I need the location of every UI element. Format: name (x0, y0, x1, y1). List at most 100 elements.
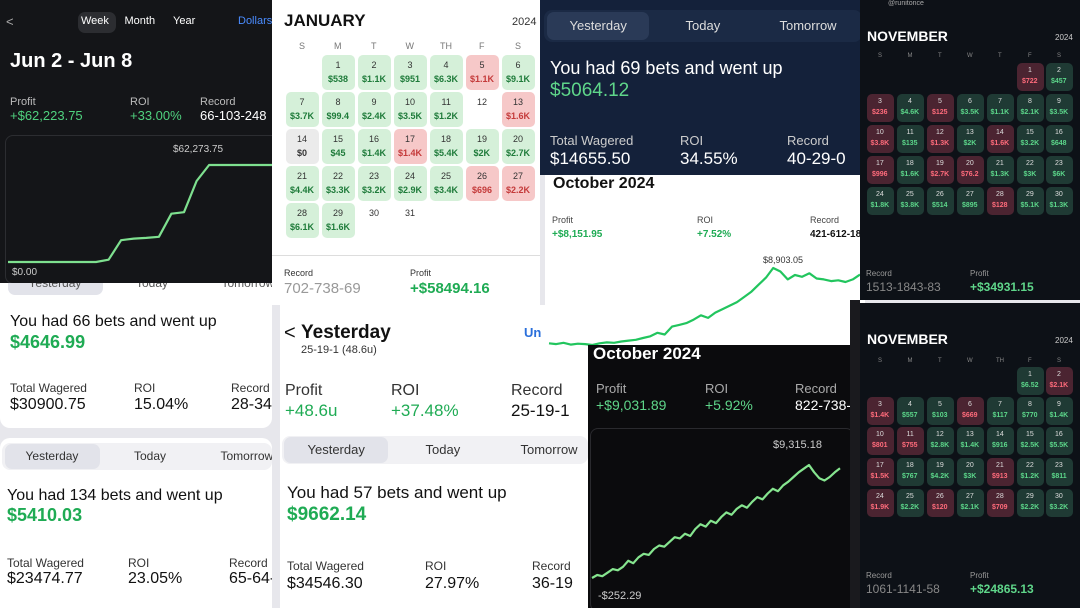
day-amount: $457 (1051, 78, 1067, 86)
day-cell (926, 125, 954, 153)
day-cell (866, 489, 894, 517)
summary-57: < Yesterday 25-19-1 (48.6u) Un Profit +48.6u R… (280, 305, 588, 608)
stat-value: $34546.30 (287, 575, 363, 593)
separator (850, 300, 860, 608)
day-cell (357, 128, 391, 164)
day-amount: $1.6K (900, 171, 920, 179)
day-number: 18 (906, 462, 914, 470)
weekday: S (515, 40, 522, 51)
day-amount: $3.8K (900, 202, 920, 210)
day-number: 21 (297, 170, 308, 181)
stat-value: $14655.50 (550, 148, 631, 168)
day-amount: $2.7K (506, 147, 531, 158)
day-number: 12 (936, 129, 944, 137)
day-number: 14 (996, 129, 1004, 137)
stat-value: 15.04% (134, 396, 189, 414)
day-amount: $125 (932, 109, 948, 117)
tab[interactable]: Today (685, 18, 721, 34)
amount: $4646.99 (10, 332, 86, 353)
day-amount: $5.5K (1049, 442, 1069, 450)
day-cell (926, 187, 954, 215)
day-number: 15 (1026, 431, 1034, 439)
stat-label: Profit (596, 381, 627, 397)
tab[interactable]: Tomorrow (520, 442, 578, 458)
day-amount: $3.2K (1049, 504, 1069, 512)
october-dark: October 2024 Profit +$9,031.89 ROI +5.92% Rec… (588, 345, 850, 608)
day-number: 22 (1026, 160, 1034, 168)
weekday: T (938, 53, 942, 60)
tab[interactable]: Yesterday (569, 18, 627, 34)
weekday: T (371, 40, 377, 51)
day-cell (866, 397, 894, 425)
day-amount: $5.4K (434, 147, 459, 158)
back-button[interactable]: < (6, 14, 14, 30)
day-cell (1045, 187, 1073, 215)
day-number: 5 (938, 98, 942, 106)
day-amount: $1.4K (398, 147, 423, 158)
day-amount: $951 (400, 73, 421, 84)
tab[interactable]: Today (136, 283, 168, 290)
day-cell (429, 128, 463, 164)
date-range: Jun 2 - Jun 8 (10, 50, 133, 72)
day-amount: $4.4K (290, 184, 315, 195)
day-number: 24 (876, 493, 884, 501)
stat-value: 23.05% (128, 570, 183, 588)
day-amount: $6.3K (434, 73, 459, 84)
stat-value: +$62,223.75 (10, 108, 83, 124)
weekday: F (1028, 358, 1032, 365)
tab[interactable]: Year (173, 15, 196, 28)
day-number: 26 (477, 170, 488, 181)
day-amount: $103 (932, 412, 948, 420)
day-cell (1045, 94, 1073, 122)
back-button[interactable]: < (284, 322, 296, 344)
tab[interactable]: Tomorrow (779, 18, 837, 34)
day-cell (866, 125, 894, 153)
line-chart (8, 163, 272, 264)
day-number: 8 (1028, 98, 1032, 106)
tab[interactable]: Yesterday (307, 442, 365, 458)
tab[interactable]: Week (81, 15, 109, 28)
week-panel: < Week Month Year Dollars Jun 2 - Jun 8 Profit… (0, 0, 272, 283)
currency-toggle[interactable]: Dollars (238, 15, 272, 28)
day-cell (896, 156, 924, 184)
day-number: 4 (443, 59, 449, 70)
tab[interactable]: Tomorrow (222, 283, 273, 290)
stat-value: 66-103-248 (200, 108, 267, 124)
tab[interactable]: Yesterday (25, 448, 79, 463)
day-number: 11 (906, 129, 914, 137)
tab[interactable]: Today (134, 448, 167, 463)
day-cell (1016, 156, 1044, 184)
tab[interactable]: Yesterday (29, 283, 82, 290)
day-amount: $135 (902, 140, 918, 148)
month-title: NOVEMBER (867, 330, 948, 347)
day-cell (986, 187, 1014, 215)
day-amount: $2.2K (506, 184, 531, 195)
weekday: T (998, 53, 1002, 60)
day-cell (866, 94, 894, 122)
day-amount: $6.1K (290, 221, 315, 232)
day-amount: $6K (1052, 171, 1066, 179)
peak-label: $8,903.05 (763, 254, 804, 265)
day-number: 13 (966, 129, 974, 137)
chart-frame (590, 428, 850, 608)
chart-title: October 2024 (553, 175, 655, 193)
side-link[interactable]: Un (524, 325, 542, 341)
subtitle: 25-19-1 (48.6u) (301, 344, 377, 357)
day-cell (465, 128, 499, 164)
day-number: 30 (1055, 191, 1063, 199)
day-cell (956, 156, 984, 184)
day-amount: $3.8K (870, 140, 890, 148)
tab[interactable]: Month (124, 15, 156, 28)
day-number: 22 (1026, 462, 1034, 470)
day-number: 6 (968, 401, 972, 409)
stat-label: Total Wagered (550, 133, 634, 149)
tab[interactable]: Tomorrow (220, 448, 273, 463)
stat-label: Profit (10, 96, 36, 109)
tab[interactable]: Today (425, 442, 461, 458)
day-amount: $2.1K (1049, 382, 1069, 390)
day-number: 15 (1026, 129, 1034, 137)
day-amount: $9.1K (506, 73, 531, 84)
summary-69: Yesterday Today Tomorrow You had 69 bets an… (540, 0, 865, 175)
day-number: 5 (938, 401, 942, 409)
day-cell (429, 91, 463, 127)
